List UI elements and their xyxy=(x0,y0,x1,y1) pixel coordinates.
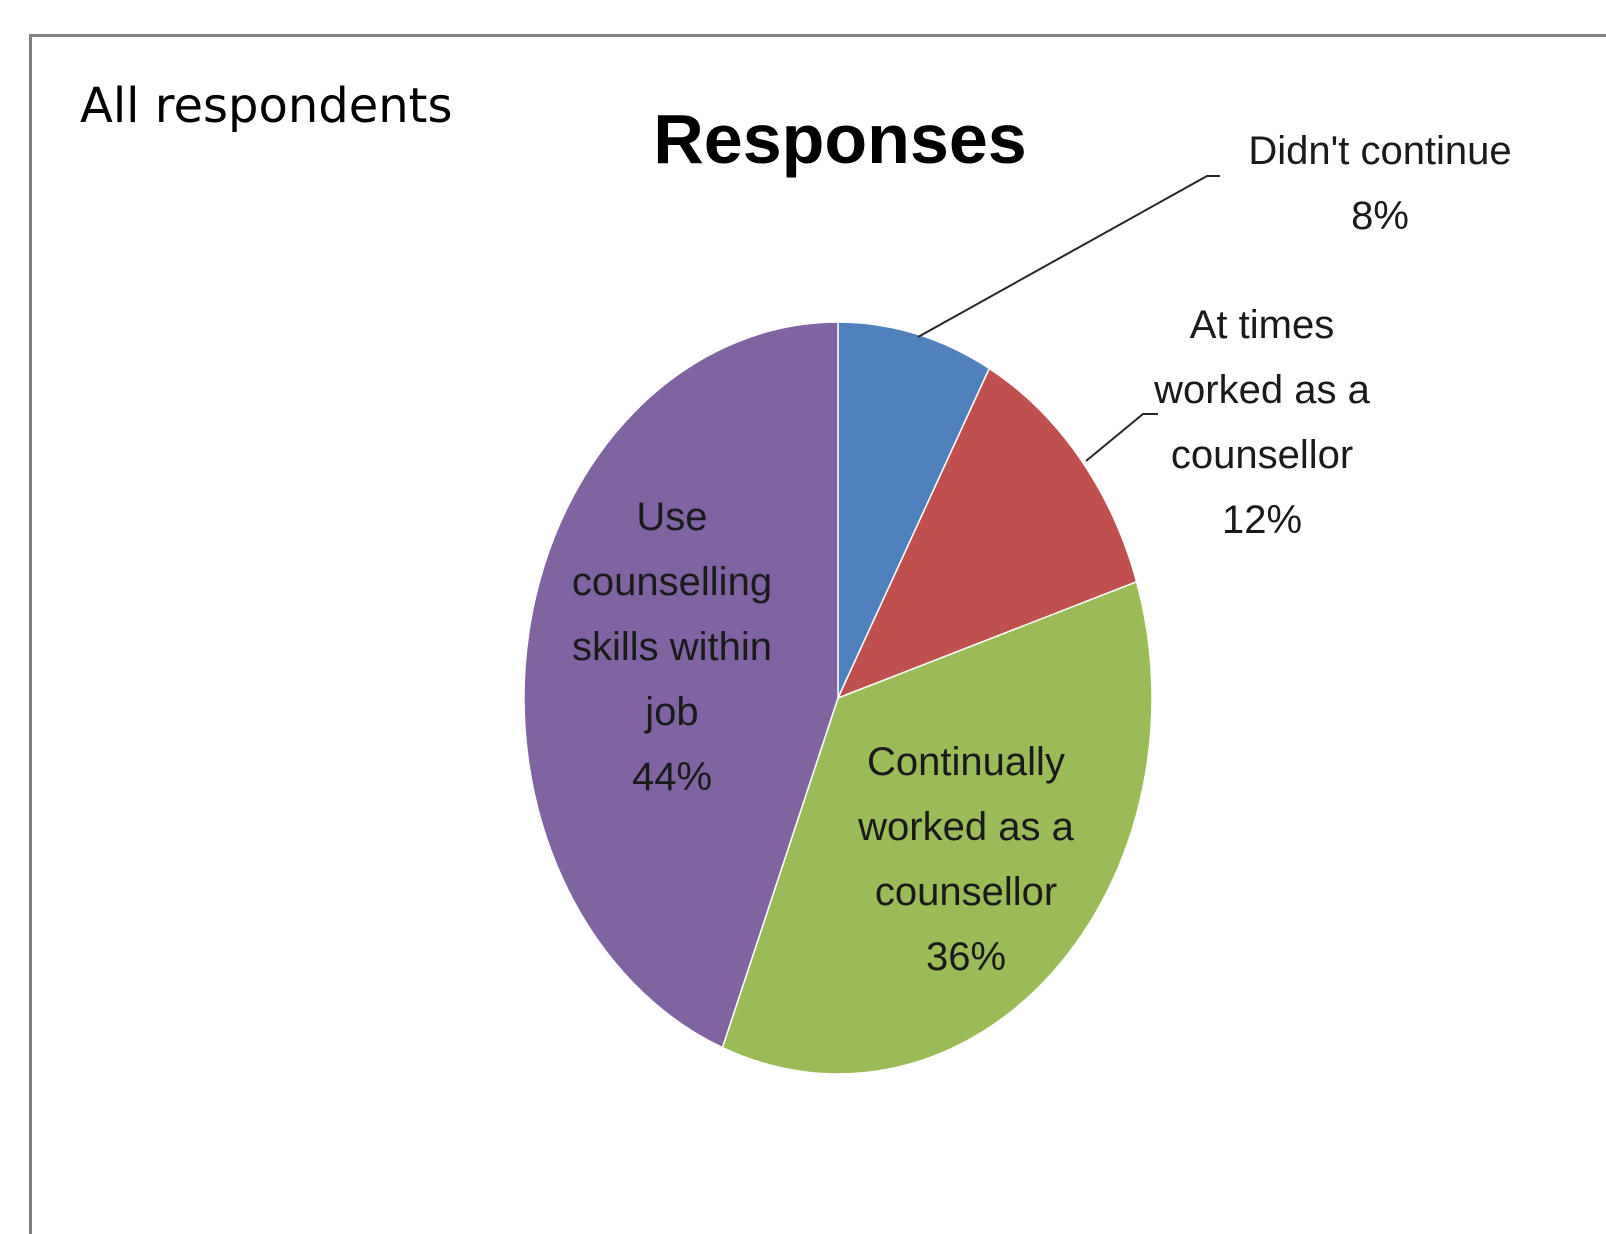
pie-slice-2 xyxy=(836,367,1138,700)
pie-slices xyxy=(523,321,1153,1075)
pie-chart: Responses Didn't continue 8% At times worke… xyxy=(523,100,1512,1075)
slice-label-line: worked as a xyxy=(1153,368,1370,412)
chart-title: Responses xyxy=(653,100,1026,178)
slice-label-line: job xyxy=(644,690,698,734)
slice-label-line: skills within xyxy=(572,625,772,669)
pie-slice-3 xyxy=(721,580,1153,1075)
respondents-label: All respondents xyxy=(80,78,453,134)
slice-label-line: At times xyxy=(1190,303,1334,347)
pie-slice-1 xyxy=(837,321,991,699)
pie-slice-4 xyxy=(523,321,839,1049)
slice-label-line: Continually xyxy=(867,740,1065,784)
slice-label-4: Use counselling skills within job 44% xyxy=(572,495,772,799)
slice-label-line: counsellor xyxy=(1171,433,1353,477)
slice-label-3: Continually worked as a counsellor 36% xyxy=(857,740,1074,979)
slice-label-1: Didn't continue 8% xyxy=(1248,129,1511,238)
slice-label-line: counselling xyxy=(572,560,772,604)
leader-lines xyxy=(917,175,1220,462)
slice-labels: Didn't continue 8% At times worked as a coun… xyxy=(572,129,1512,979)
leader-line-1 xyxy=(917,175,1220,338)
slice-label-line: counsellor xyxy=(875,870,1057,914)
slice-label-line: Didn't continue xyxy=(1248,129,1511,173)
slice-label-line: 8% xyxy=(1351,194,1409,238)
slice-label-line: 12% xyxy=(1222,498,1302,542)
slice-label-2: At times worked as a counsellor 12% xyxy=(1153,303,1370,542)
slice-label-line: 36% xyxy=(926,935,1006,979)
slice-label-line: 44% xyxy=(632,755,712,799)
slice-label-line: worked as a xyxy=(857,805,1074,849)
slice-label-line: Use xyxy=(636,495,707,539)
leader-line-2 xyxy=(1085,413,1158,462)
